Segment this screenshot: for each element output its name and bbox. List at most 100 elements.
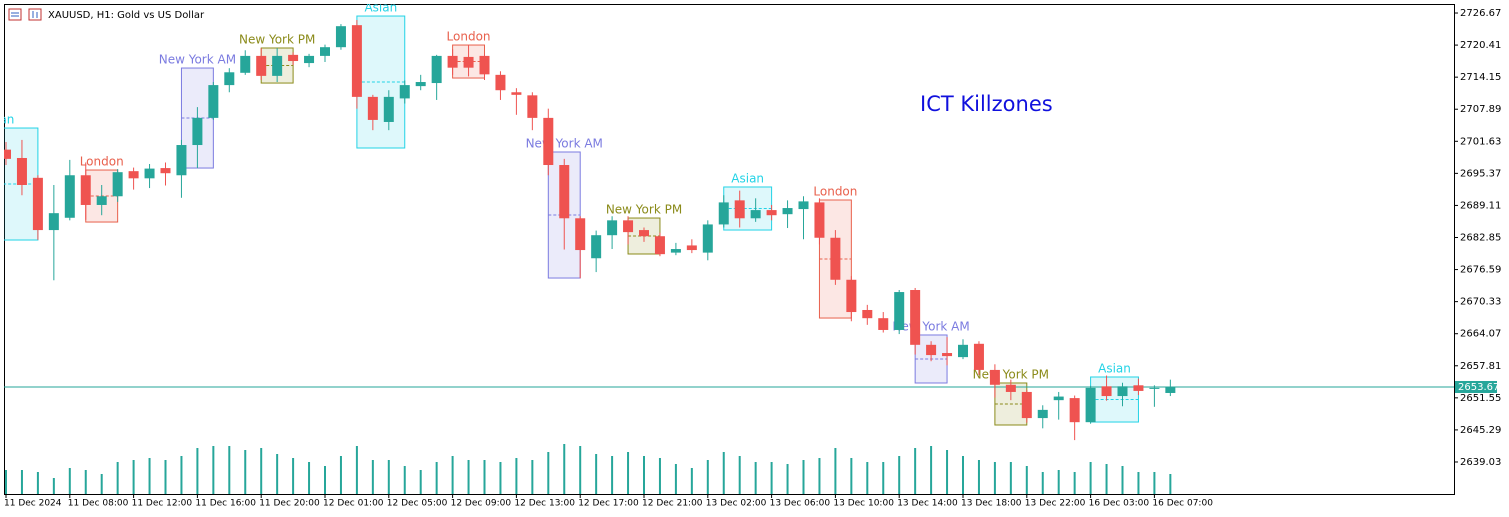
icon: [28, 8, 42, 21]
volume-bar: [930, 446, 933, 494]
candle-body: [64, 175, 75, 218]
candle-body: [256, 55, 267, 76]
volume-bar: [228, 446, 231, 494]
volume-bar: [419, 470, 422, 494]
candle-body: [543, 117, 554, 166]
candle-body: [351, 25, 362, 97]
volume-bar: [595, 454, 598, 494]
candle-body: [973, 343, 984, 370]
x-tick-label: 13 Dec 10:00: [833, 499, 894, 509]
volume-bar: [276, 454, 279, 494]
candle-body: [942, 353, 953, 357]
killzone-label: New York PM: [239, 33, 315, 47]
y-tick-label: 2695.37: [1460, 168, 1501, 179]
volume-bar: [962, 456, 964, 494]
volume-bar: [20, 470, 23, 494]
candle-body: [192, 117, 203, 146]
candle-body: [575, 218, 586, 251]
candle-body: [208, 85, 219, 118]
candle-body: [750, 210, 761, 219]
volume-bar: [451, 456, 454, 494]
y-tick-label: 2676.59: [1460, 265, 1501, 276]
candle-body: [479, 55, 490, 75]
candle-body: [718, 202, 729, 225]
volume-bar: [834, 448, 837, 494]
x-tick-label: 16 Dec 03:00: [1089, 499, 1150, 509]
x-tick-label: 11 Dec 08:00: [68, 499, 129, 509]
candle-body: [1021, 391, 1032, 419]
volume-bar: [180, 456, 183, 494]
x-tick-label: 11 Dec 16:00: [195, 499, 256, 509]
volume-bar: [292, 458, 295, 494]
x-tick-label: 16 Dec 07:00: [1152, 499, 1213, 509]
volume-bar: [1137, 472, 1140, 494]
candle-body: [989, 369, 1000, 385]
y-tick-label: 2689.11: [1460, 200, 1501, 211]
y-tick-label: 2726.67: [1460, 8, 1501, 19]
volume-bar: [674, 464, 677, 494]
x-tick-label: 12 Dec 01:00: [323, 499, 384, 509]
candle-body: [176, 145, 187, 176]
x-tick-label: 11 Dec 12:00: [132, 499, 193, 509]
volume-bar: [611, 456, 614, 494]
candle-body: [272, 55, 283, 76]
volume-bar: [100, 474, 103, 494]
candle-body: [894, 292, 905, 330]
volume-bar: [1089, 462, 1092, 494]
candle-body: [1149, 387, 1160, 389]
candle-body: [399, 85, 410, 99]
candle-body: [1085, 387, 1096, 423]
volume-bar: [148, 458, 151, 494]
y-tick-label: 2664.07: [1460, 329, 1501, 340]
y-tick-label: 2651.55: [1460, 393, 1501, 404]
volume-bar: [946, 450, 949, 494]
killzone-label: New York PM: [606, 203, 682, 217]
candle-body: [447, 55, 458, 68]
killzone-label: London: [813, 185, 857, 199]
volume-bar: [1121, 466, 1124, 494]
y-tick-label: 2682.85: [1460, 232, 1501, 243]
volume-bar: [866, 462, 869, 494]
volume-bar: [993, 462, 996, 494]
candle-body: [527, 95, 538, 118]
candle-body: [1165, 386, 1176, 393]
candle-body: [766, 210, 777, 216]
volume-bar: [850, 458, 853, 494]
candle-body: [782, 208, 793, 215]
volume-bar: [68, 468, 71, 494]
volume-bar: [435, 462, 438, 494]
y-tick-label: 2645.29: [1460, 425, 1501, 436]
volume-bar: [212, 446, 215, 494]
candle-body: [1037, 409, 1048, 419]
volume-bar: [1057, 470, 1060, 494]
candle-body: [160, 168, 171, 174]
candle-body: [654, 236, 665, 255]
volume-bar: [483, 460, 486, 494]
candle-body: [1133, 385, 1144, 391]
candle-body: [910, 290, 921, 345]
volume-bar: [403, 466, 406, 494]
candle-body: [607, 220, 618, 236]
volume-bar: [738, 456, 741, 494]
volume-bar: [1073, 472, 1076, 494]
candle-body: [415, 82, 426, 87]
candle-body: [1101, 386, 1112, 397]
candle-body: [16, 157, 27, 185]
volume-bar: [1009, 462, 1012, 494]
volume-bar: [690, 468, 693, 494]
volume-bar: [882, 462, 885, 494]
killzone-label: Asian: [364, 1, 397, 15]
icon: [8, 8, 22, 21]
x-tick-label: 13 Dec 06:00: [770, 499, 831, 509]
volume-bar: [308, 462, 311, 494]
killzone-label: New York AM: [526, 136, 603, 150]
volume-bar: [627, 452, 630, 494]
candle-body: [686, 245, 697, 251]
candle-body: [559, 165, 570, 219]
x-tick-label: 13 Dec 22:00: [1025, 499, 1086, 509]
candle-body: [798, 201, 809, 210]
candle-body: [1117, 386, 1128, 397]
candle-body: [128, 171, 139, 179]
volume-bar: [786, 464, 789, 494]
